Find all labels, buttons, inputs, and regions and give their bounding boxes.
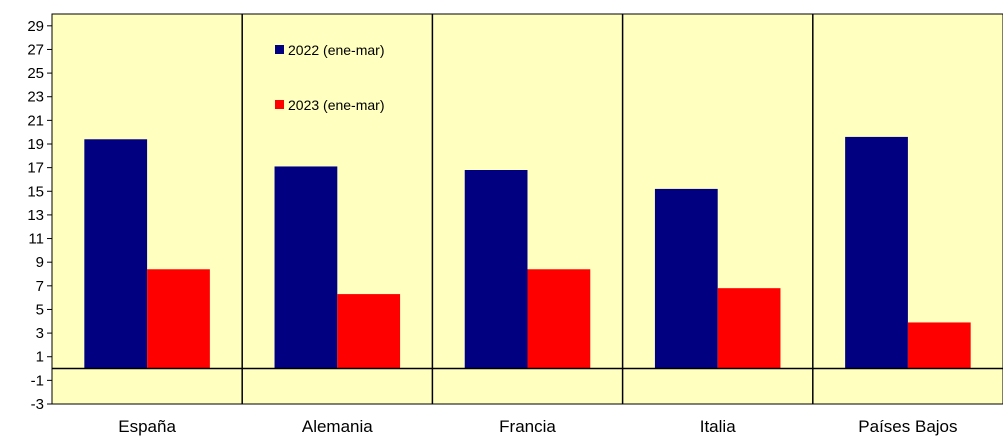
bar-2022	[464, 170, 528, 369]
legend-label: 2022 (ene-mar)	[288, 42, 385, 58]
x-category-label: Alemania	[302, 417, 373, 436]
y-tick-label: 17	[27, 160, 44, 177]
bar-2023	[527, 269, 591, 369]
x-category-label: España	[118, 417, 176, 436]
bar-2022	[845, 136, 908, 369]
x-category-label: Países Bajos	[858, 417, 957, 436]
legend-swatch	[275, 100, 284, 109]
y-tick-label: 21	[27, 112, 44, 129]
y-tick-label: 5	[36, 301, 44, 318]
y-tick-label: 11	[28, 231, 44, 248]
bar-2023	[337, 294, 401, 369]
y-tick-label: 7	[36, 278, 44, 295]
bar-2023	[717, 288, 781, 369]
bar-2022	[274, 166, 338, 369]
y-tick-label: 3	[36, 325, 44, 342]
y-tick-label: 9	[36, 254, 44, 271]
y-tick-label: 1	[36, 349, 44, 366]
bar-2022	[654, 188, 718, 369]
bar-2023	[147, 269, 210, 369]
bar-2023	[907, 322, 971, 369]
y-tick-label: 29	[27, 18, 44, 35]
y-tick-label: 25	[27, 65, 44, 82]
legend-swatch	[275, 45, 284, 54]
y-tick-label: 19	[27, 136, 44, 153]
x-category-label: Italia	[700, 417, 736, 436]
y-tick-label: -3	[31, 396, 44, 413]
y-tick-label: 23	[27, 89, 44, 106]
bar-2022	[84, 139, 148, 369]
x-category-label: Francia	[499, 417, 556, 436]
y-tick-label: 27	[27, 41, 44, 58]
y-tick-label: 13	[27, 207, 44, 224]
legend-label: 2023 (ene-mar)	[288, 97, 385, 113]
y-tick-label: -1	[31, 372, 44, 389]
y-tick-label: 15	[27, 183, 44, 200]
